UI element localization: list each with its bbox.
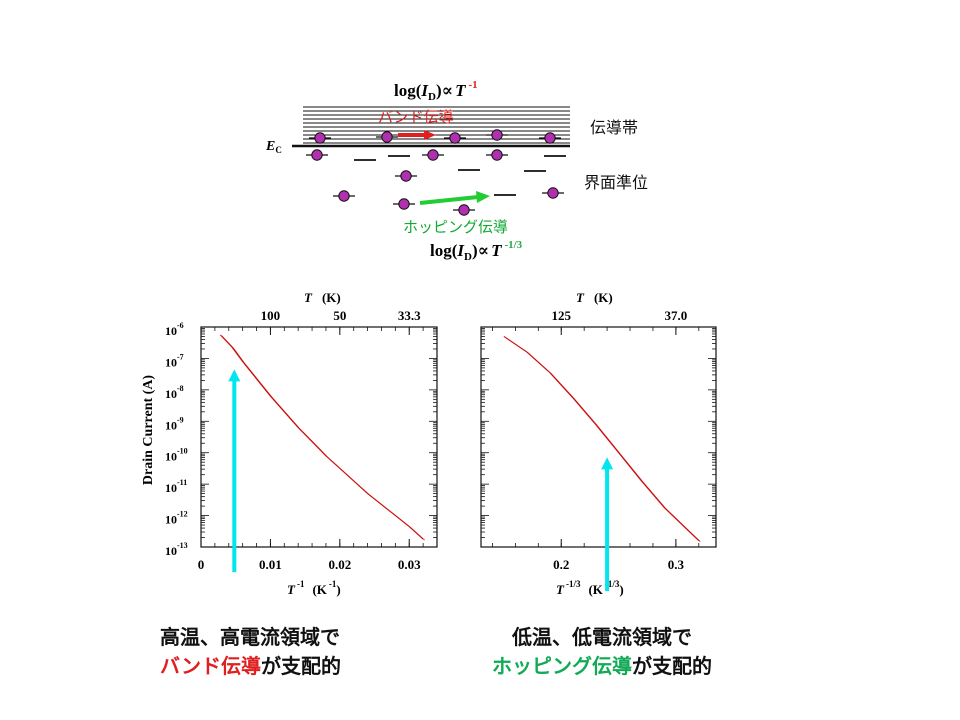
band-conduction-label: バンド伝導 — [378, 108, 454, 126]
electron — [306, 149, 328, 161]
chart-left: 0 0.01 0.02 0.03 100 50 33.3 T (K) 10-6 10-7 10-8 10… — [165, 290, 438, 597]
data-line — [220, 334, 424, 540]
band-diagram: log(ID)∝ T -1 EC バンド伝導 伝導帯 界面準位 — [265, 79, 648, 263]
y-tick-label: 10-11 — [165, 478, 187, 495]
x-tick-label: 0.03 — [398, 557, 421, 572]
y-tick-label: 10-7 — [165, 352, 184, 369]
electron — [309, 132, 331, 144]
y-tick-label: 10-8 — [165, 384, 184, 401]
caption-right-line2: ホッピング伝導が支配的 — [492, 654, 712, 678]
y-tick-label: 10-12 — [165, 510, 188, 527]
chart-right: 0.2 0.3 125 37.0 T (K) T -1/3 (K -1/3) — [480, 290, 717, 597]
electron — [395, 170, 417, 182]
caption-right-line1: 低温、低電流領域で — [511, 625, 692, 649]
x-tick-label: 0.2 — [553, 557, 569, 572]
ec-label: EC — [265, 139, 282, 155]
top-tick-label: 37.0 — [665, 308, 688, 323]
y-axis-label: Drain Current (A) — [141, 375, 156, 486]
hopping-arrowhead — [476, 191, 490, 203]
caption-right: 低温、低電流領域で ホッピング伝導が支配的 — [492, 625, 712, 678]
hopping-arrow — [419, 195, 479, 205]
x-tick-label: 0.02 — [328, 557, 351, 572]
data-line-return — [505, 337, 701, 542]
plot-frame — [480, 326, 717, 548]
x-tick-label: 0 — [198, 557, 205, 572]
band-formula: log(ID)∝ T -1 — [394, 79, 478, 103]
interface-states — [354, 155, 566, 196]
electron — [539, 132, 561, 144]
interface-states-label: 界面準位 — [584, 173, 648, 192]
electron — [542, 187, 564, 199]
top-tick-label: 100 — [261, 308, 281, 323]
annotation-arrowhead — [228, 369, 241, 382]
x-tick-label: 0.3 — [668, 557, 685, 572]
band-conduction-arrowhead — [424, 130, 436, 140]
y-tick-label: 10-10 — [165, 447, 188, 464]
x-axis-label: T -1 (K -1) — [287, 579, 341, 597]
y-tick-label: 10-6 — [165, 321, 184, 338]
plot-frame — [200, 326, 438, 548]
x-axis-label: T -1/3 (K -1/3) — [556, 579, 624, 597]
data-line-return — [221, 335, 425, 541]
electron — [486, 129, 508, 141]
electron — [393, 198, 415, 210]
top-tick-label: 125 — [551, 308, 571, 323]
hopping-conduction-label: ホッピング伝導 — [403, 218, 508, 236]
electron — [486, 149, 508, 161]
electron — [444, 132, 466, 144]
electrons — [306, 129, 564, 216]
caption-left-line2: バンド伝導が支配的 — [160, 654, 341, 678]
y-tick-label: 10-13 — [165, 541, 188, 558]
top-tick-label: 50 — [333, 308, 346, 323]
y-tick-label: 10-9 — [165, 415, 184, 432]
top-axis-label: T (K) — [576, 290, 613, 305]
electron — [453, 204, 475, 216]
annotation-arrowhead — [601, 457, 614, 470]
electron — [333, 190, 355, 202]
conduction-band-label: 伝導帯 — [590, 118, 638, 137]
top-axis-label: T (K) — [304, 290, 341, 305]
data-line — [503, 335, 700, 542]
caption-left-line1: 高温、高電流領域で — [160, 625, 340, 649]
conduction-band-lines — [292, 106, 570, 148]
caption-left: 高温、高電流領域で バンド伝導が支配的 — [160, 625, 341, 678]
electron — [422, 149, 444, 161]
top-tick-label: 33.3 — [398, 308, 421, 323]
hopping-formula: log(ID)∝ T -1/3 — [430, 239, 523, 263]
x-tick-label: 0.01 — [259, 557, 282, 572]
electron — [376, 131, 398, 143]
